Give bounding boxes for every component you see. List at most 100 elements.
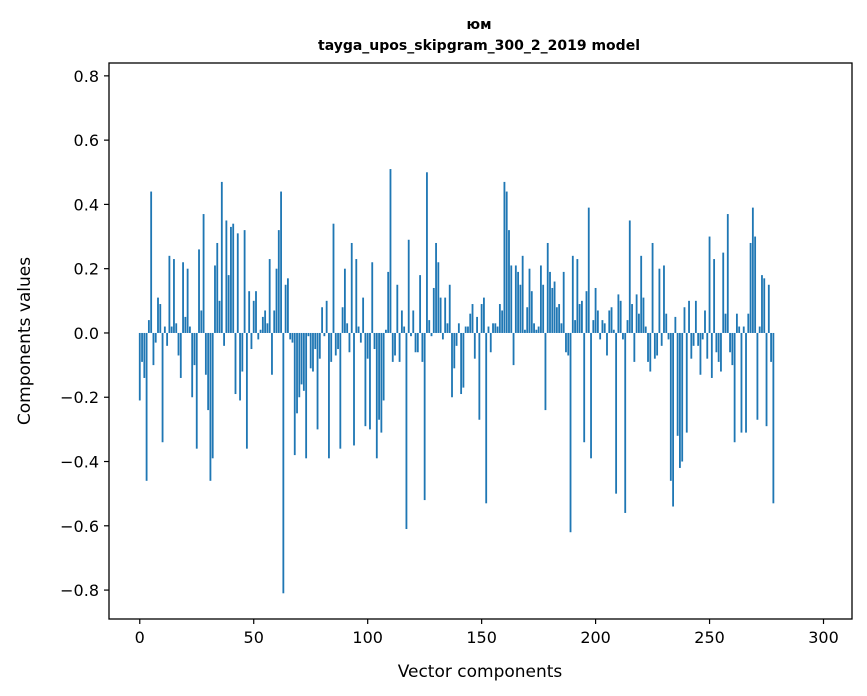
bar-207 (610, 307, 613, 333)
bar-16 (175, 323, 178, 333)
bar-7 (154, 332, 157, 343)
bar-203 (601, 320, 604, 333)
bar-261 (733, 332, 736, 443)
bar-275 (765, 332, 768, 427)
bar-194 (581, 300, 583, 333)
bar-227 (656, 332, 659, 356)
bar-172 (530, 291, 533, 333)
y-tick-label: 0.4 (74, 195, 99, 214)
bar-92 (348, 332, 351, 353)
bar-108 (385, 329, 387, 333)
x-tick-label: 300 (808, 628, 839, 647)
bar-67 (291, 332, 294, 343)
bar-137 (451, 332, 453, 398)
bar-230 (663, 265, 665, 333)
bar-37 (223, 332, 225, 346)
bar-179 (546, 242, 549, 333)
bar-144 (467, 326, 469, 333)
bar-90 (343, 268, 346, 333)
bar-14 (170, 326, 173, 333)
bar-49 (250, 332, 253, 350)
bar-65 (287, 278, 289, 333)
bar-161 (505, 191, 508, 333)
bar-131 (437, 262, 440, 333)
bar-142 (462, 332, 465, 388)
bar-223 (647, 332, 649, 362)
bar-234 (672, 332, 674, 507)
bar-50 (252, 300, 255, 333)
bar-134 (444, 297, 447, 333)
bar-111 (391, 332, 394, 362)
bar-270 (754, 236, 757, 333)
bar-189 (569, 332, 572, 533)
bar-209 (615, 332, 618, 494)
x-tick-label: 250 (694, 628, 725, 647)
bar-262 (735, 313, 738, 333)
bar-225 (651, 242, 654, 333)
bar-215 (628, 220, 631, 333)
bar-164 (512, 332, 515, 366)
bar-193 (578, 304, 581, 333)
bar-175 (537, 326, 540, 333)
bar-241 (688, 300, 690, 333)
bar-115 (400, 310, 403, 333)
bar-180 (549, 271, 551, 333)
bar-78 (316, 332, 319, 430)
y-tick-label: 0.0 (74, 324, 99, 343)
bar-178 (544, 332, 547, 411)
bar-152 (485, 332, 488, 504)
bar-155 (492, 323, 494, 333)
bar-232 (667, 332, 670, 340)
bar-153 (487, 326, 490, 333)
bar-82 (325, 300, 328, 333)
bar-98 (362, 297, 365, 333)
bar-22 (189, 326, 191, 333)
bar-213 (624, 332, 627, 513)
bar-31 (209, 332, 212, 481)
bar-112 (394, 332, 396, 356)
bar-129 (432, 287, 435, 333)
bar-201 (596, 310, 599, 333)
bar-243 (692, 332, 695, 346)
bar-109 (387, 271, 390, 333)
bar-83 (328, 332, 330, 459)
bar-36 (220, 181, 223, 333)
bar-183 (555, 307, 558, 333)
bar-105 (378, 332, 380, 420)
bar-248 (704, 310, 706, 333)
bar-96 (357, 326, 360, 333)
bar-89 (341, 307, 344, 333)
bar-258 (726, 214, 729, 333)
bar-24 (193, 332, 196, 366)
bar-271 (756, 332, 759, 420)
bar-95 (355, 259, 358, 333)
bar-77 (314, 332, 317, 350)
x-tick-label: 100 (352, 628, 383, 647)
bar-246 (699, 332, 702, 375)
bar-239 (683, 307, 686, 333)
bar-226 (653, 332, 656, 359)
bar-114 (398, 332, 401, 362)
bar-73 (305, 332, 308, 459)
bar-276 (767, 284, 770, 333)
bar-157 (496, 326, 499, 333)
chart-title: юм (466, 17, 491, 33)
bar-204 (603, 323, 606, 333)
bar-245 (697, 332, 700, 346)
plot-frame (108, 62, 853, 620)
bar-166 (517, 271, 520, 333)
bar-124 (421, 332, 424, 362)
bar-224 (649, 332, 652, 372)
bar-228 (658, 268, 661, 333)
bar-217 (633, 332, 636, 362)
bar-52 (257, 332, 260, 340)
bar-177 (542, 284, 545, 333)
bar-42 (234, 332, 237, 395)
bar-117 (405, 332, 408, 530)
bar-191 (574, 320, 576, 333)
bar-27 (200, 310, 203, 333)
bar-249 (706, 332, 709, 359)
bar-57 (268, 259, 271, 333)
bar-141 (460, 332, 463, 395)
bar-139 (455, 332, 458, 346)
